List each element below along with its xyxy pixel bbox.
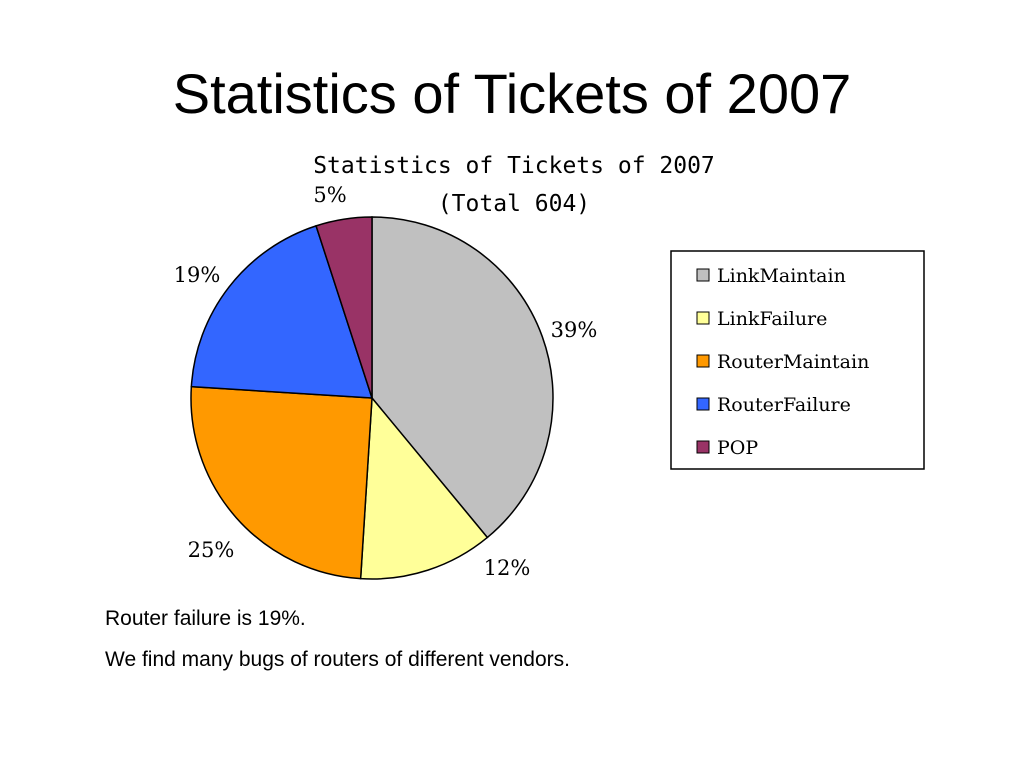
legend: LinkMaintain LinkFailure RouterMaintain Rou… — [670, 250, 925, 470]
legend-label-pop: POP — [717, 437, 758, 459]
legend-swatch-routermaintain — [696, 354, 710, 368]
data-label-routermaintain: 25% — [188, 538, 235, 562]
data-label-linkfailure: 12% — [484, 556, 531, 580]
pie-slices — [190, 216, 554, 580]
data-label-pop: 5% — [313, 183, 346, 207]
legend-label-linkfailure: LinkFailure — [717, 308, 827, 330]
legend-swatch-pop — [696, 440, 710, 454]
legend-label-routerfailure: RouterFailure — [717, 394, 851, 416]
chart-subtitle: (Total 604) — [438, 191, 590, 217]
legend-swatch-linkfailure — [696, 311, 710, 325]
data-label-routerfailure: 19% — [174, 263, 221, 287]
pie-slice-routerfailure — [190, 224, 374, 399]
pie-slice-linkmaintain — [371, 216, 554, 539]
pie-labels: 39% 12% 25% 19% 5% — [174, 183, 598, 580]
legend-swatch-routerfailure — [696, 397, 710, 411]
legend-label-linkmaintain: LinkMaintain — [717, 265, 846, 287]
legend-swatch-linkmaintain — [696, 268, 710, 282]
pie-slice-linkfailure — [359, 396, 489, 580]
note-router-failure: Router failure is 19%. — [105, 607, 306, 630]
data-label-linkmaintain: 39% — [551, 318, 598, 342]
legend-box — [670, 250, 925, 470]
chart-title: Statistics of Tickets of 2007 — [313, 153, 715, 179]
pie-slice-pop — [315, 216, 373, 399]
legend-label-routermaintain: RouterMaintain — [717, 351, 869, 373]
slide-title: Statistics of Tickets of 2007 — [172, 62, 852, 125]
pie-slice-routermaintain — [190, 385, 373, 580]
note-router-bugs: We find many bugs of routers of differen… — [105, 648, 570, 671]
